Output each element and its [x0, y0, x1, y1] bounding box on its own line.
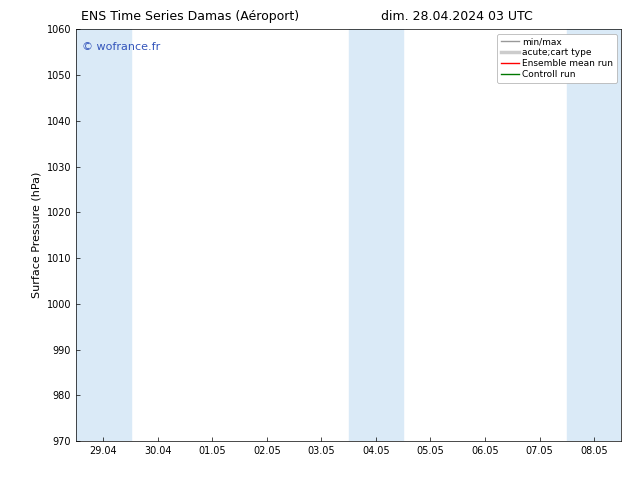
Legend: min/max, acute;cart type, Ensemble mean run, Controll run: min/max, acute;cart type, Ensemble mean … — [497, 34, 617, 82]
Y-axis label: Surface Pressure (hPa): Surface Pressure (hPa) — [31, 172, 41, 298]
Text: © wofrance.fr: © wofrance.fr — [82, 42, 160, 52]
Bar — [76, 29, 131, 441]
Bar — [567, 29, 621, 441]
Bar — [349, 29, 403, 441]
Text: ENS Time Series Damas (Aéroport): ENS Time Series Damas (Aéroport) — [81, 10, 299, 23]
Text: dim. 28.04.2024 03 UTC: dim. 28.04.2024 03 UTC — [380, 10, 533, 23]
